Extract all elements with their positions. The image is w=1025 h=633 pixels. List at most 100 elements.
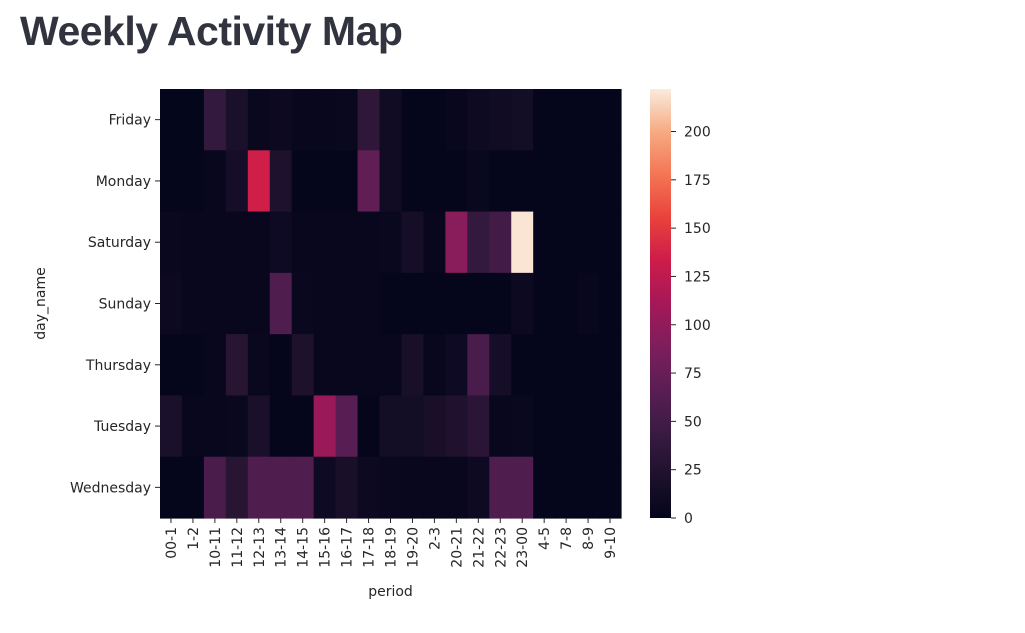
heatmap-cell [181,395,205,458]
heatmap-cell [511,334,534,397]
page-title: Weekly Activity Map [20,8,403,54]
heatmap-cell [181,89,205,151]
heatmap-cell [269,211,293,274]
heatmap-cell [511,89,534,151]
x-axis-ticks: 00-1 1-2 10-11 11-12 12-13 13-14 14-15 15-16 16-… [164,518,619,568]
heatmap-cell [313,272,337,335]
heatmap-cell [313,89,337,151]
colorbar-gradient [650,89,671,518]
heatmap-cell [291,334,315,397]
heatmap-cell [423,89,446,151]
heatmap-cells [160,89,622,519]
heatmap-cell [511,150,534,213]
heatmap-cell [511,395,534,458]
heatmap-cell [181,272,205,335]
heatmap-cell [160,211,183,274]
colorbar-tick-label: 75 [684,366,702,382]
heatmap-cell [555,334,578,397]
heatmap-cell [423,456,446,519]
heatmap-cell [247,334,271,397]
colorbar-tick-label: 125 [684,269,711,285]
heatmap-cell [335,272,359,335]
x-tick-label: 18-19 [384,527,400,568]
heatmap-cell [291,89,315,151]
heatmap-cell [489,334,512,397]
heatmap-cell [203,272,227,335]
heatmap-cell [357,272,381,335]
heatmap-cell [203,456,227,519]
x-tick-label: 19-20 [405,527,421,568]
heatmap-cell [489,89,512,151]
heatmap-cell [335,395,359,458]
heatmap-cell [335,334,359,397]
heatmap-cell [357,334,381,397]
colorbar-tick-label: 150 [684,221,711,237]
y-tick-label: Sunday [99,297,151,313]
heatmap-cell [599,456,622,519]
heatmap-cell [599,211,622,274]
colorbar-tick-label: 50 [684,414,702,430]
y-axis-ticks: Friday Monday Saturday Sunday Thursday Tuesda… [70,113,160,496]
heatmap-cell [357,456,381,519]
heatmap-cell [445,395,468,458]
heatmap-cell [203,150,227,213]
heatmap-cell [181,211,205,274]
x-tick-label: 1-2 [186,527,202,550]
heatmap-cell [160,150,183,213]
x-tick-label: 21-22 [471,527,487,568]
x-tick-label: 23-00 [515,527,531,568]
heatmap-cell [445,150,468,213]
y-tick-label: Saturday [88,235,151,251]
heatmap-cell [599,272,622,335]
heatmap-cell [445,211,468,274]
heatmap-cell [247,150,271,213]
colorbar-tick-label: 175 [684,173,711,189]
heatmap-cell [533,456,556,519]
colorbar-tick-label: 25 [684,463,702,479]
heatmap-cell [577,334,600,397]
heatmap-cell [489,150,512,213]
heatmap-cell [533,211,556,274]
heatmap-cell [489,395,512,458]
heatmap-cell [467,395,490,458]
heatmap-cell [247,272,271,335]
heatmap-cell [379,211,403,274]
heatmap-cell [489,272,512,335]
heatmap-cell [335,150,359,213]
heatmap-cell [379,272,403,335]
heatmap-cell [269,150,293,213]
heatmap-cell [599,150,622,213]
x-tick-label: 16-17 [340,527,356,568]
heatmap-cell [533,395,556,458]
heatmap-cell [357,211,381,274]
x-tick-label: 12-13 [252,527,268,568]
colorbar-tick-label: 200 [684,125,711,141]
heatmap-cell [203,334,227,397]
heatmap-cell [489,211,512,274]
heatmap-cell [181,150,205,213]
heatmap-cell [533,89,556,151]
heatmap-cell [160,456,183,519]
heatmap-cell [379,456,403,519]
heatmap-cell [181,334,205,397]
heatmap-cell [423,211,446,274]
heatmap-cell [379,89,403,151]
heatmap-cell [401,150,425,213]
x-tick-label: 17-18 [362,527,378,568]
heatmap-cell [511,456,534,519]
heatmap-cell [335,211,359,274]
heatmap-cell [181,456,205,519]
heatmap-cell [445,89,468,151]
heatmap-cell [269,272,293,335]
y-tick-label: Tuesday [93,419,151,435]
heatmap-cell [445,334,468,397]
heatmap-cell [555,456,578,519]
y-axis-label: day_name [33,267,49,339]
heatmap-cell [291,150,315,213]
heatmap-cell [467,89,490,151]
heatmap-cell [467,334,490,397]
heatmap-cell [225,89,249,151]
x-axis-label: period [368,584,413,600]
x-tick-label: 7-8 [559,527,575,550]
heatmap-cell [269,395,293,458]
